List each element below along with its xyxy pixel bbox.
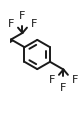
Text: F: F [19,11,26,21]
Text: F: F [72,75,78,85]
Text: F: F [49,75,55,85]
Text: F: F [60,82,67,92]
Text: F: F [8,19,14,29]
Text: F: F [31,19,37,29]
